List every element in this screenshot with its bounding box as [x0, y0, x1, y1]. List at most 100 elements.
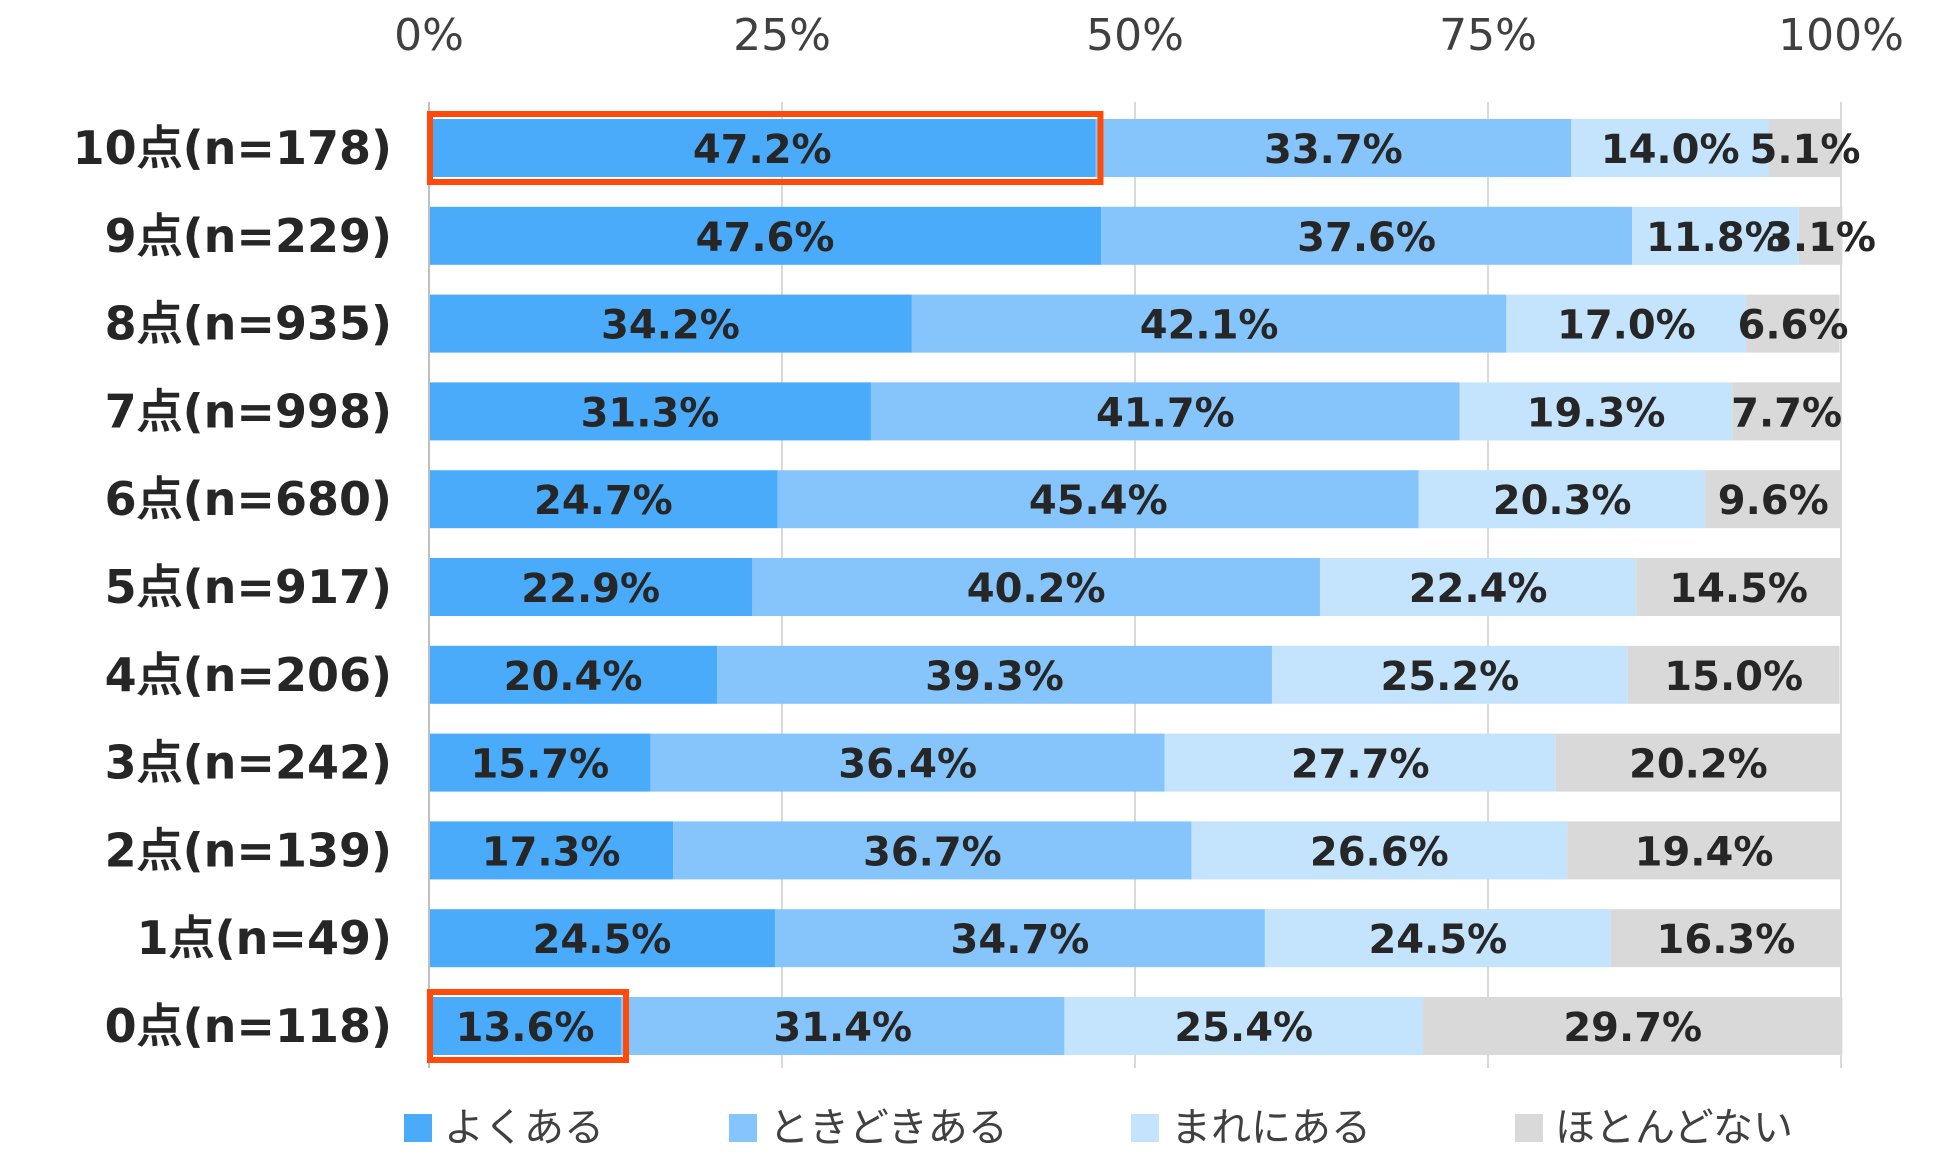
data-label: 17.0%	[1557, 303, 1696, 349]
bar-segment	[429, 909, 775, 968]
legend-label: ときどきある	[769, 1105, 1008, 1151]
bar-segment	[429, 119, 1096, 177]
legend-swatch	[1515, 1114, 1543, 1142]
data-label: 20.2%	[1629, 742, 1768, 788]
data-label: 22.9%	[521, 566, 660, 612]
data-label: 45.4%	[1029, 478, 1168, 524]
bar-segment	[1768, 119, 1841, 177]
bar-segment	[1064, 997, 1424, 1055]
data-label: 14.0%	[1601, 127, 1740, 173]
bar-segment	[429, 382, 871, 441]
data-label: 20.4%	[504, 654, 643, 700]
data-label: 25.2%	[1380, 654, 1519, 700]
bar-segment	[429, 294, 912, 353]
bar-segment	[1191, 821, 1568, 880]
highlight-box	[427, 111, 1104, 185]
data-label: 39.3%	[925, 654, 1064, 700]
x-tick-label: 0%	[394, 10, 464, 61]
data-label: 34.2%	[601, 303, 740, 349]
data-label: 36.7%	[863, 829, 1002, 875]
category-label: 4点(n=206)	[105, 648, 392, 702]
data-label: 26.6%	[1310, 829, 1449, 875]
bar-segment	[1732, 382, 1841, 441]
data-label: 3.1%	[1765, 215, 1876, 261]
data-label: 27.7%	[1291, 742, 1430, 788]
bar-segment	[429, 206, 1102, 265]
bar-segment	[774, 909, 1265, 968]
bar-segment	[752, 558, 1320, 616]
x-tick-label: 75%	[1439, 10, 1537, 61]
category-label: 6点(n=680)	[105, 472, 392, 526]
bar-segment	[429, 733, 651, 792]
bar-segment	[1459, 382, 1733, 441]
data-label: 47.6%	[696, 215, 835, 261]
category-label: 0点(n=118)	[105, 999, 392, 1053]
data-label: 24.7%	[534, 478, 673, 524]
bar-segment	[429, 470, 778, 529]
bar-segment	[1423, 997, 1843, 1055]
category-label: 10点(n=178)	[73, 121, 392, 175]
data-label: 25.4%	[1174, 1005, 1313, 1051]
bar-segment	[1571, 119, 1769, 177]
bar-segment	[1636, 558, 1841, 616]
data-label: 34.7%	[951, 917, 1090, 963]
bar-segment	[1264, 909, 1611, 968]
bar-segment	[1746, 294, 1840, 353]
data-label: 40.2%	[967, 566, 1106, 612]
legend-swatch	[729, 1114, 757, 1142]
x-tick-label: 50%	[1086, 10, 1184, 61]
bar-segment	[1798, 206, 1843, 265]
data-label: 7.7%	[1731, 390, 1842, 436]
bar-segment	[650, 733, 1165, 792]
legend-swatch	[404, 1114, 432, 1142]
data-label: 41.7%	[1096, 390, 1235, 436]
data-label: 22.4%	[1409, 566, 1548, 612]
data-label: 13.6%	[456, 1005, 595, 1051]
data-label: 14.5%	[1669, 566, 1808, 612]
legend-label: ほとんどない	[1555, 1105, 1793, 1151]
x-tick-label: 100%	[1778, 10, 1904, 61]
data-label: 36.4%	[838, 742, 977, 788]
bar-segment	[1627, 645, 1840, 704]
category-label: 8点(n=935)	[105, 297, 392, 351]
bar-segment	[1632, 206, 1799, 265]
bar-segment	[1319, 558, 1637, 616]
bar-segment	[429, 821, 674, 880]
data-label: 20.3%	[1493, 478, 1632, 524]
data-label: 31.3%	[581, 390, 720, 436]
bar-segment	[621, 997, 1065, 1055]
data-label: 15.7%	[470, 742, 609, 788]
data-label: 17.3%	[482, 829, 621, 875]
bar-segment	[1705, 470, 1841, 529]
category-label: 1点(n=49)	[137, 911, 392, 965]
highlight-box	[427, 989, 630, 1063]
bar-segment	[1610, 909, 1841, 968]
category-label: 7点(n=998)	[105, 384, 392, 438]
bar-segment	[717, 645, 1272, 704]
data-label: 5.1%	[1750, 127, 1861, 173]
data-label: 15.0%	[1664, 654, 1803, 700]
bar-segment	[1101, 206, 1633, 265]
bar-segment	[1164, 733, 1556, 792]
bar-segment	[429, 645, 718, 704]
bar-segment	[870, 382, 1460, 441]
bar-segment	[429, 997, 622, 1055]
bar-segment	[429, 558, 753, 616]
data-label: 29.7%	[1563, 1005, 1702, 1051]
data-label: 6.6%	[1738, 303, 1849, 349]
bar-segment	[673, 821, 1192, 880]
bar-segment	[1271, 645, 1628, 704]
bar-segment	[1555, 733, 1841, 792]
category-label: 2点(n=139)	[105, 823, 392, 877]
legend-swatch	[1131, 1114, 1159, 1142]
category-label: 3点(n=242)	[105, 736, 392, 790]
x-tick-label: 25%	[733, 10, 831, 61]
bar-segment	[777, 470, 1419, 529]
data-label: 19.3%	[1527, 390, 1666, 436]
data-label: 33.7%	[1264, 127, 1403, 173]
data-label: 47.2%	[693, 127, 832, 173]
data-label: 24.5%	[1368, 917, 1507, 963]
data-label: 31.4%	[773, 1005, 912, 1051]
bar-segment	[1095, 119, 1572, 177]
